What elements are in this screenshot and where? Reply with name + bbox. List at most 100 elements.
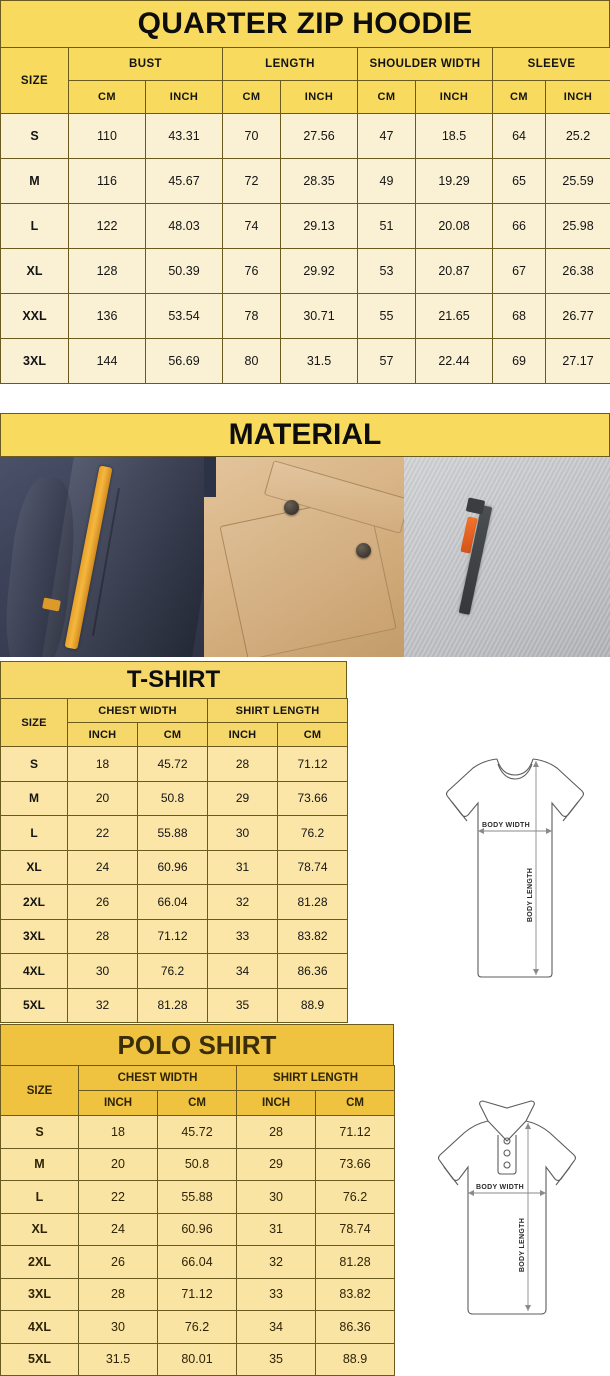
value-cell: 73.66 xyxy=(278,781,348,816)
value-cell: 29.13 xyxy=(281,204,358,249)
value-cell: 26.38 xyxy=(546,249,610,294)
value-cell: 34 xyxy=(208,954,278,989)
value-cell: 30 xyxy=(68,954,138,989)
value-cell: 26 xyxy=(79,1246,158,1279)
value-cell: 88.9 xyxy=(316,1343,395,1376)
size-cell-m: M xyxy=(1,1148,79,1181)
value-cell: 128 xyxy=(69,249,146,294)
value-cell: 78.74 xyxy=(278,850,348,885)
value-cell: 57 xyxy=(358,339,416,384)
value-cell: 31 xyxy=(208,850,278,885)
value-cell: 28 xyxy=(68,919,138,954)
size-cell-5xl: 5XL xyxy=(1,1343,79,1376)
size-cell-3xl: 3XL xyxy=(1,919,68,954)
value-cell: 76.2 xyxy=(138,954,208,989)
unit-header-1: INCH xyxy=(146,81,223,114)
size-cell-4xl: 4XL xyxy=(1,954,68,989)
value-cell: 28 xyxy=(237,1116,316,1149)
unit-header-3: CM xyxy=(278,723,348,747)
group-header-chest-width: CHEST WIDTH xyxy=(79,1066,237,1091)
size-cell-s: S xyxy=(1,747,68,782)
value-cell: 68 xyxy=(493,294,546,339)
value-cell: 69 xyxy=(493,339,546,384)
value-cell: 24 xyxy=(68,850,138,885)
value-cell: 72 xyxy=(223,159,281,204)
value-cell: 71.12 xyxy=(138,919,208,954)
polo-body-width-label: BODY WIDTH xyxy=(476,1184,524,1191)
value-cell: 66.04 xyxy=(158,1246,237,1279)
size-cell-xxl: XXL xyxy=(1,294,69,339)
size-cell-l: L xyxy=(1,816,68,851)
value-cell: 22 xyxy=(68,816,138,851)
value-cell: 43.31 xyxy=(146,114,223,159)
unit-header-2: INCH xyxy=(208,723,278,747)
size-cell-l: L xyxy=(1,1181,79,1214)
value-cell: 35 xyxy=(237,1343,316,1376)
value-cell: 29.92 xyxy=(281,249,358,294)
value-cell: 53.54 xyxy=(146,294,223,339)
value-cell: 81.28 xyxy=(278,885,348,920)
size-cell-m: M xyxy=(1,781,68,816)
value-cell: 29 xyxy=(208,781,278,816)
unit-header-0: INCH xyxy=(79,1091,158,1116)
value-cell: 26.77 xyxy=(546,294,610,339)
value-cell: 66 xyxy=(493,204,546,249)
value-cell: 28.35 xyxy=(281,159,358,204)
value-cell: 28 xyxy=(79,1278,158,1311)
size-cell-4xl: 4XL xyxy=(1,1311,79,1344)
value-cell: 76 xyxy=(223,249,281,294)
value-cell: 50.8 xyxy=(138,781,208,816)
group-header-sleeve: SLEEVE xyxy=(493,48,610,81)
unit-header-3: INCH xyxy=(281,81,358,114)
value-cell: 60.96 xyxy=(138,850,208,885)
value-cell: 25.59 xyxy=(546,159,610,204)
value-cell: 76.2 xyxy=(278,816,348,851)
value-cell: 25.98 xyxy=(546,204,610,249)
value-cell: 45.67 xyxy=(146,159,223,204)
size-cell-2xl: 2XL xyxy=(1,1246,79,1279)
hoodie-title: QUARTER ZIP HOODIE xyxy=(0,0,610,47)
value-cell: 86.36 xyxy=(316,1311,395,1344)
value-cell: 76.2 xyxy=(316,1181,395,1214)
unit-header-0: INCH xyxy=(68,723,138,747)
value-cell: 83.82 xyxy=(316,1278,395,1311)
material-photo-strip xyxy=(0,457,610,657)
value-cell: 76.2 xyxy=(158,1311,237,1344)
value-cell: 49 xyxy=(358,159,416,204)
polo-measurement-diagram: BODY WIDTH BODY LENGTH xyxy=(432,1095,582,1330)
value-cell: 74 xyxy=(223,204,281,249)
value-cell: 27.56 xyxy=(281,114,358,159)
size-cell-3xl: 3XL xyxy=(1,339,69,384)
polo-body-length-label: BODY LENGTH xyxy=(519,1218,526,1272)
unit-header-1: CM xyxy=(138,723,208,747)
grey-zip-pocket-photo xyxy=(404,457,610,657)
value-cell: 26 xyxy=(68,885,138,920)
size-cell-xl: XL xyxy=(1,850,68,885)
value-cell: 50.39 xyxy=(146,249,223,294)
value-cell: 18.5 xyxy=(416,114,493,159)
size-column-header: SIZE xyxy=(1,48,69,114)
size-cell-l: L xyxy=(1,204,69,249)
value-cell: 35 xyxy=(208,988,278,1023)
value-cell: 32 xyxy=(68,988,138,1023)
value-cell: 19.29 xyxy=(416,159,493,204)
value-cell: 28 xyxy=(208,747,278,782)
unit-header-5: INCH xyxy=(416,81,493,114)
value-cell: 71.12 xyxy=(158,1278,237,1311)
value-cell: 136 xyxy=(69,294,146,339)
value-cell: 29 xyxy=(237,1148,316,1181)
